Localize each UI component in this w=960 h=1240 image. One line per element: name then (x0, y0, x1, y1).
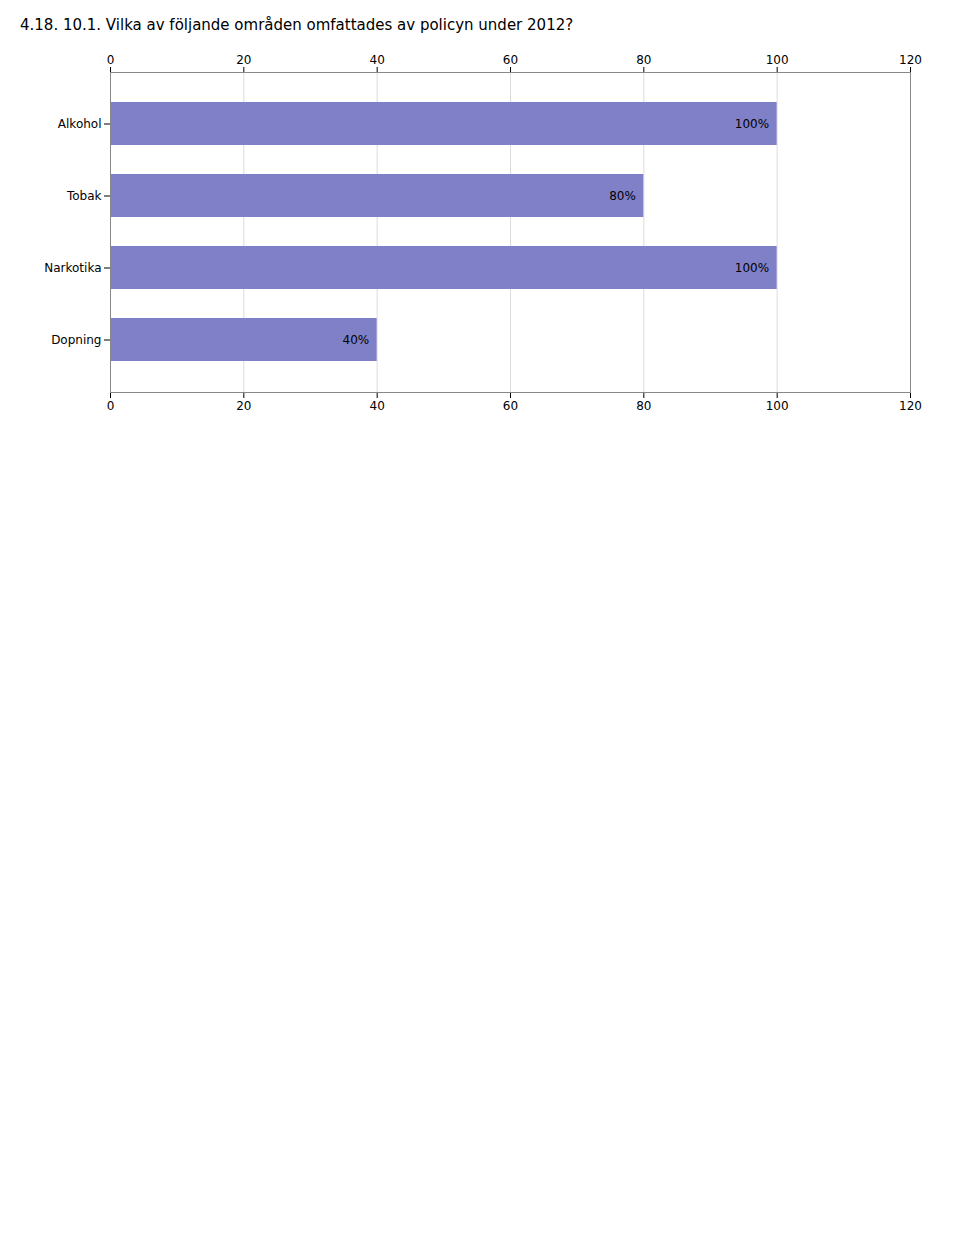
svg-text:120: 120 (899, 53, 922, 67)
svg-text:100%: 100% (735, 261, 769, 275)
svg-text:40: 40 (370, 399, 385, 413)
svg-text:80: 80 (636, 399, 651, 413)
svg-text:40%: 40% (342, 333, 369, 347)
svg-text:80: 80 (636, 53, 651, 67)
svg-text:120: 120 (899, 399, 922, 413)
svg-text:60: 60 (503, 53, 518, 67)
svg-text:Tobak: Tobak (66, 189, 102, 203)
html-text:4.18. 10.1. Vilka av följande: 4.18. 10.1. Vilka av följande områden om… (20, 16, 574, 34)
svg-text:20: 20 (236, 399, 251, 413)
svg-text:Dopning: Dopning (51, 333, 101, 347)
svg-text:0: 0 (107, 399, 115, 413)
svg-text:100: 100 (766, 399, 789, 413)
svg-text:100%: 100% (735, 117, 769, 131)
svg-text:80%: 80% (609, 189, 636, 203)
svg-text:0: 0 (107, 53, 115, 67)
svg-text:Alkohol: Alkohol (58, 117, 102, 131)
svg-text:100: 100 (766, 53, 789, 67)
svg-text:60: 60 (503, 399, 518, 413)
svg-text:40: 40 (370, 53, 385, 67)
svg-text:Narkotika: Narkotika (44, 261, 101, 275)
svg-text:20: 20 (236, 53, 251, 67)
